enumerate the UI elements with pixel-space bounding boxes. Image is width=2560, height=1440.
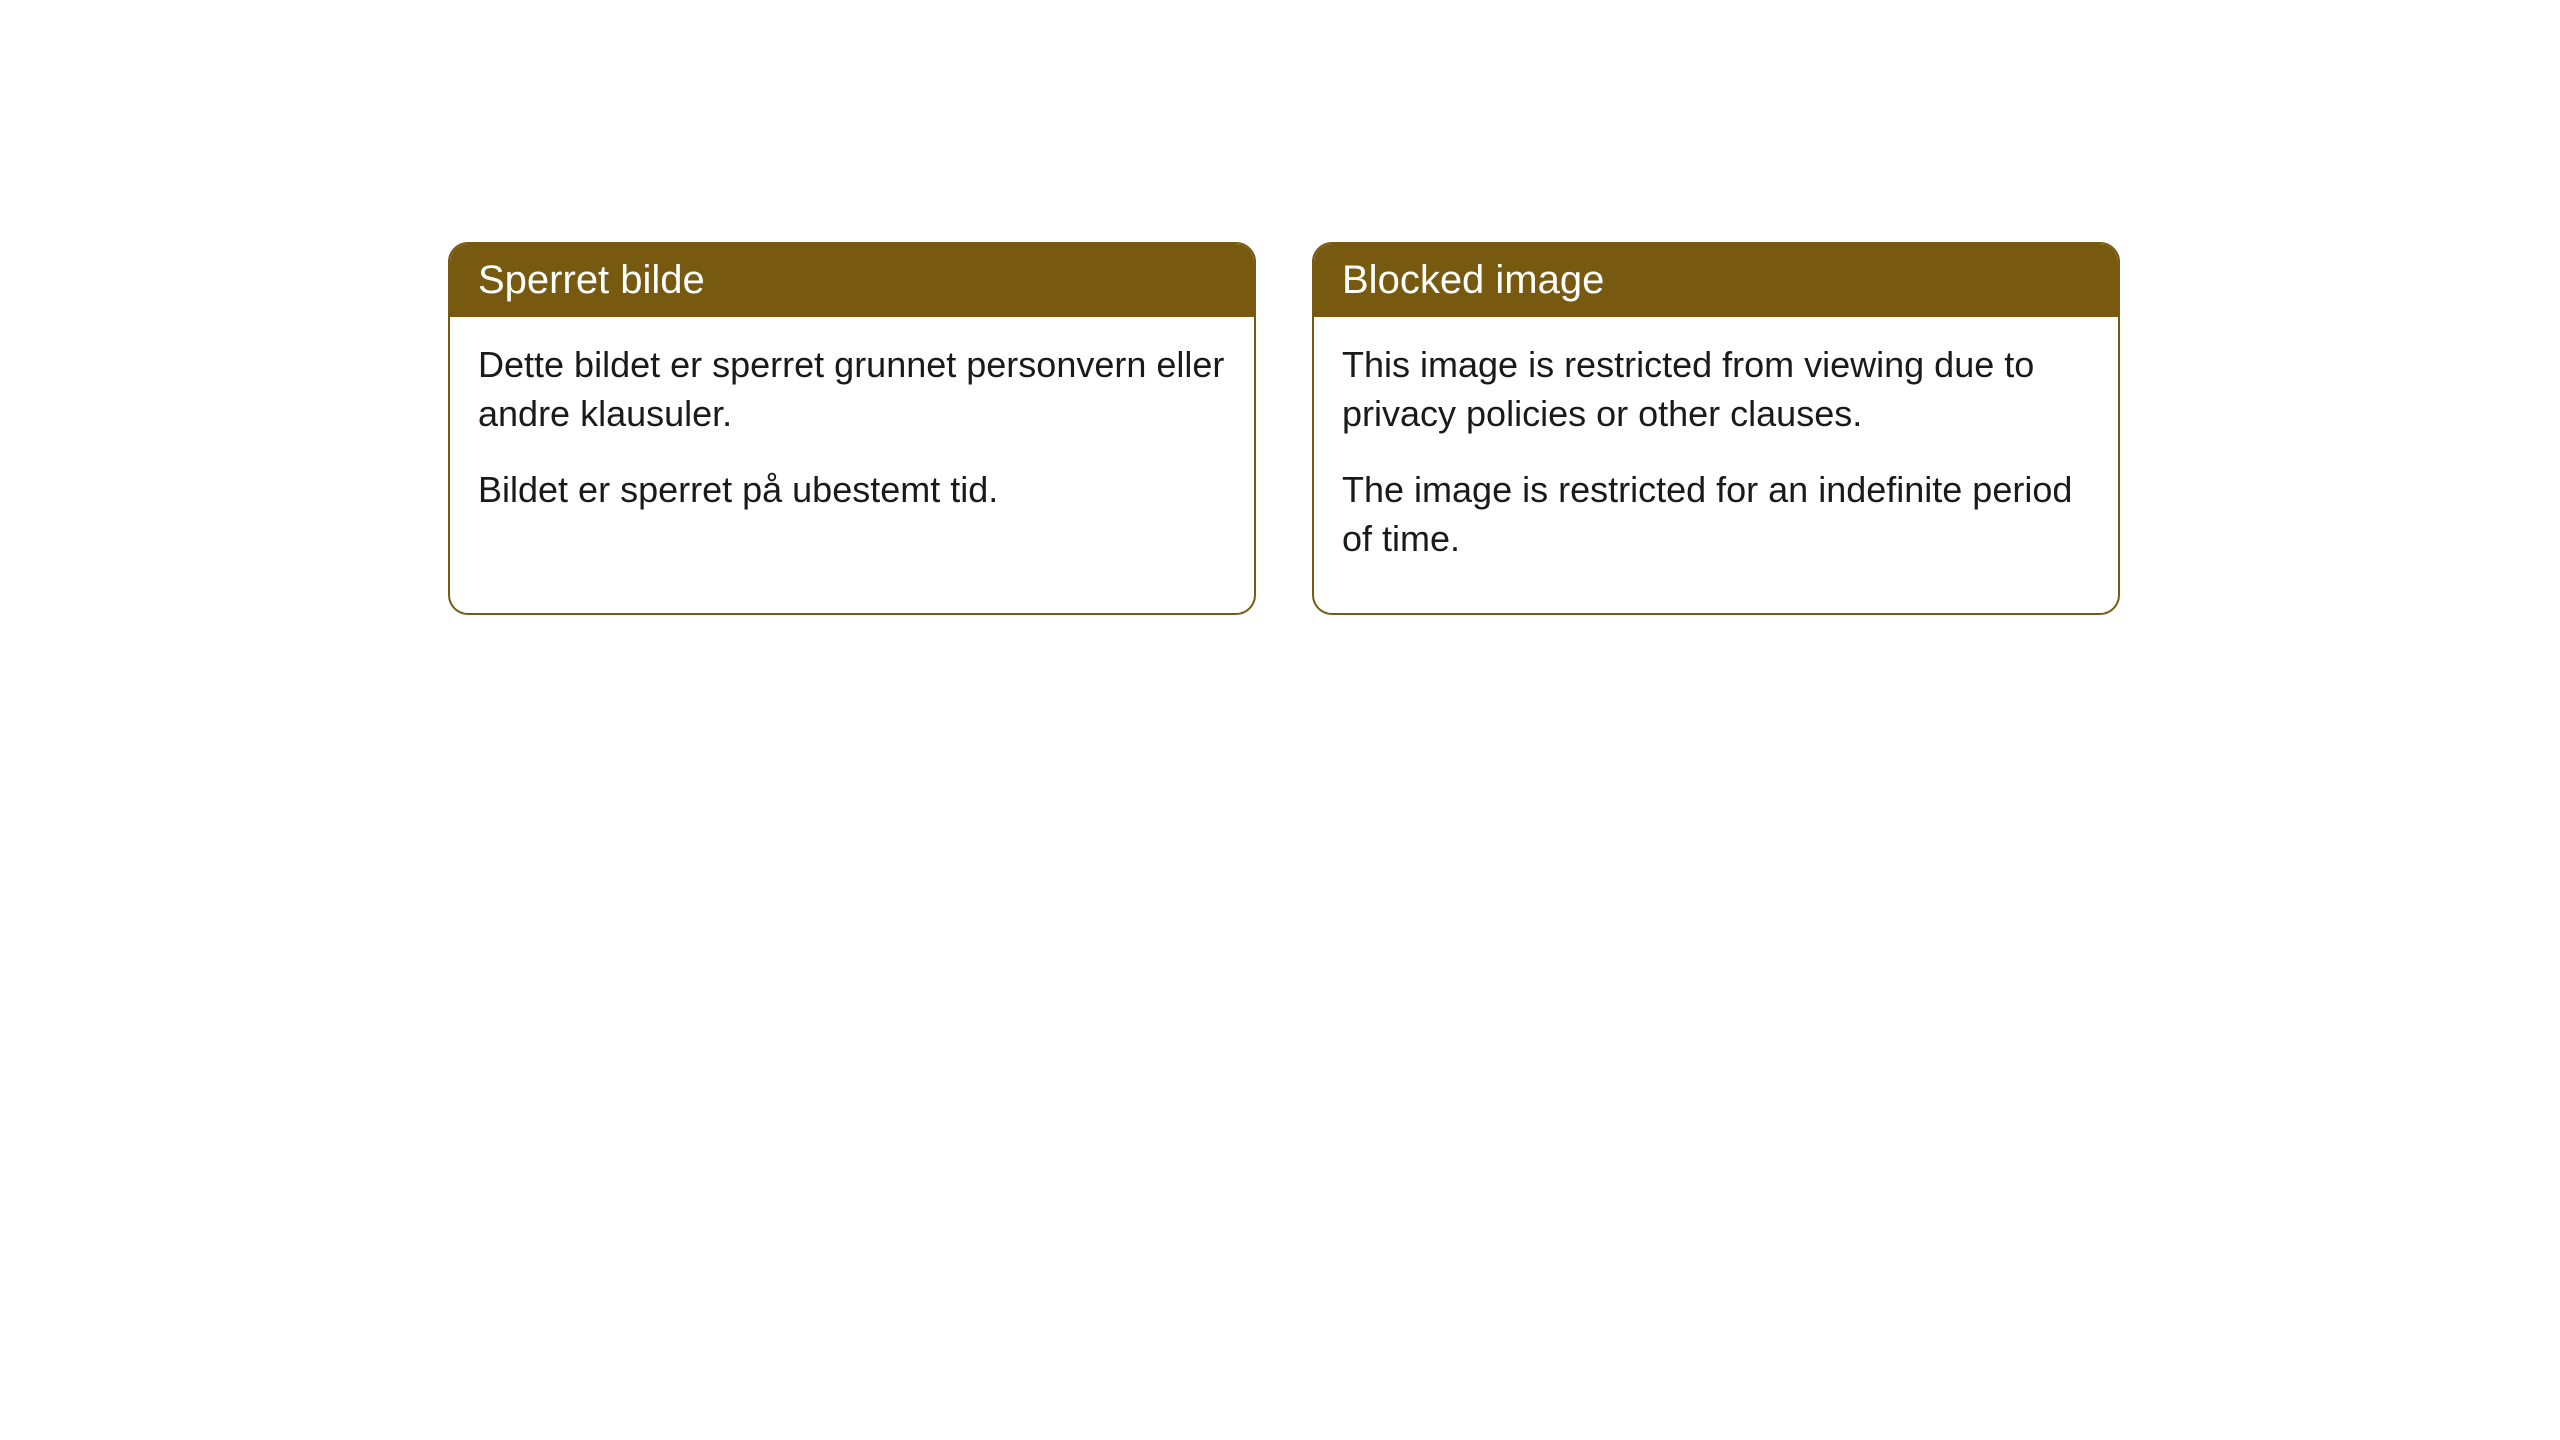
card-paragraph-2: Bildet er sperret på ubestemt tid.	[478, 466, 1226, 515]
card-title: Blocked image	[1342, 258, 1604, 302]
card-body: Dette bildet er sperret grunnet personve…	[450, 317, 1254, 565]
card-header: Sperret bilde	[450, 244, 1254, 317]
card-body: This image is restricted from viewing du…	[1314, 317, 2118, 613]
card-paragraph-2: The image is restricted for an indefinit…	[1342, 466, 2090, 563]
card-paragraph-1: This image is restricted from viewing du…	[1342, 341, 2090, 438]
card-title: Sperret bilde	[478, 258, 705, 302]
card-paragraph-1: Dette bildet er sperret grunnet personve…	[478, 341, 1226, 438]
blocked-image-card-norwegian: Sperret bilde Dette bildet er sperret gr…	[448, 242, 1256, 615]
cards-container: Sperret bilde Dette bildet er sperret gr…	[0, 0, 2560, 615]
card-header: Blocked image	[1314, 244, 2118, 317]
blocked-image-card-english: Blocked image This image is restricted f…	[1312, 242, 2120, 615]
